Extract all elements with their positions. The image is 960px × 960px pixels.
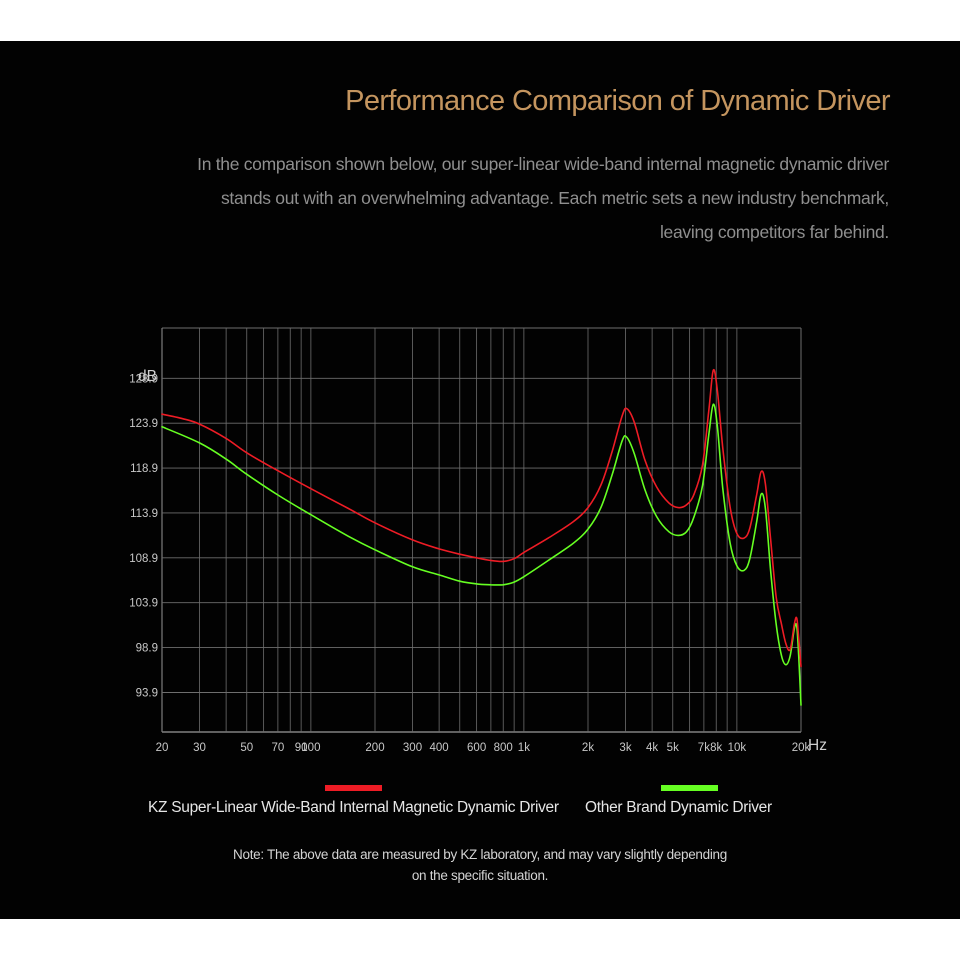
legend-swatch-kz	[325, 785, 382, 791]
chart-axis-labels: 93.9 98.9 103.9 108.9 113.9 118.9 123.9 128.9dB…	[129, 368, 827, 754]
x-tick-label: 20	[156, 742, 169, 754]
y-tick-label: 93.9	[136, 687, 158, 699]
frequency-response-chart: 93.9 98.9 103.9 108.9 113.9 118.9 123.9 128.9dB…	[129, 327, 827, 754]
x-tick-label: 50	[240, 742, 253, 754]
x-tick-label: 10k	[728, 742, 747, 754]
y-axis-title: dB	[138, 368, 157, 385]
x-tick-label: 3k	[619, 742, 631, 754]
x-tick-label: 600	[467, 742, 486, 754]
y-tick-label: 113.9	[130, 508, 158, 520]
legend-swatch-other	[661, 785, 718, 791]
x-tick-label: 90	[295, 742, 308, 754]
x-tick-label: 100	[301, 742, 320, 754]
x-tick-label: 20k	[792, 742, 811, 754]
y-tick-label: 103.9	[129, 598, 158, 610]
x-tick-label: 70	[271, 742, 284, 754]
x-tick-label: 4k	[646, 742, 658, 754]
x-tick-label: 800	[494, 742, 513, 754]
y-tick-label: 128.9	[129, 373, 158, 385]
chart-grid	[161, 327, 802, 733]
series-line-kz	[161, 368, 802, 668]
x-axis-title: Hz	[808, 737, 827, 754]
legend-label-other: Other Brand Dynamic Driver	[585, 799, 772, 816]
x-tick-label: 8k	[710, 742, 722, 754]
series-line-other	[161, 403, 802, 706]
x-tick-label: 2k	[582, 742, 594, 754]
y-tick-label: 98.9	[136, 643, 158, 655]
x-tick-label: 30	[193, 742, 206, 754]
legend-label-kz: KZ Super-Linear Wide-Band Internal Magne…	[148, 799, 559, 816]
intro-paragraph: In the comparison shown below, our super…	[197, 154, 889, 242]
x-tick-label: 7k	[698, 742, 710, 754]
x-tick-label: 300	[403, 742, 422, 754]
y-tick-label: 108.9	[129, 553, 158, 565]
x-tick-label: 400	[430, 742, 449, 754]
y-tick-label: 118.9	[130, 463, 158, 475]
chart-series	[161, 368, 802, 706]
x-tick-label: 1k	[518, 742, 530, 754]
x-tick-label: 5k	[667, 742, 679, 754]
footnote: Note: The above data are measured by KZ …	[233, 847, 727, 883]
page-title: Performance Comparison of Dynamic Driver	[345, 85, 891, 117]
main-panel: Performance Comparison of Dynamic Driver…	[0, 41, 960, 919]
y-tick-label: 123.9	[129, 418, 158, 430]
x-tick-label: 200	[365, 742, 384, 754]
